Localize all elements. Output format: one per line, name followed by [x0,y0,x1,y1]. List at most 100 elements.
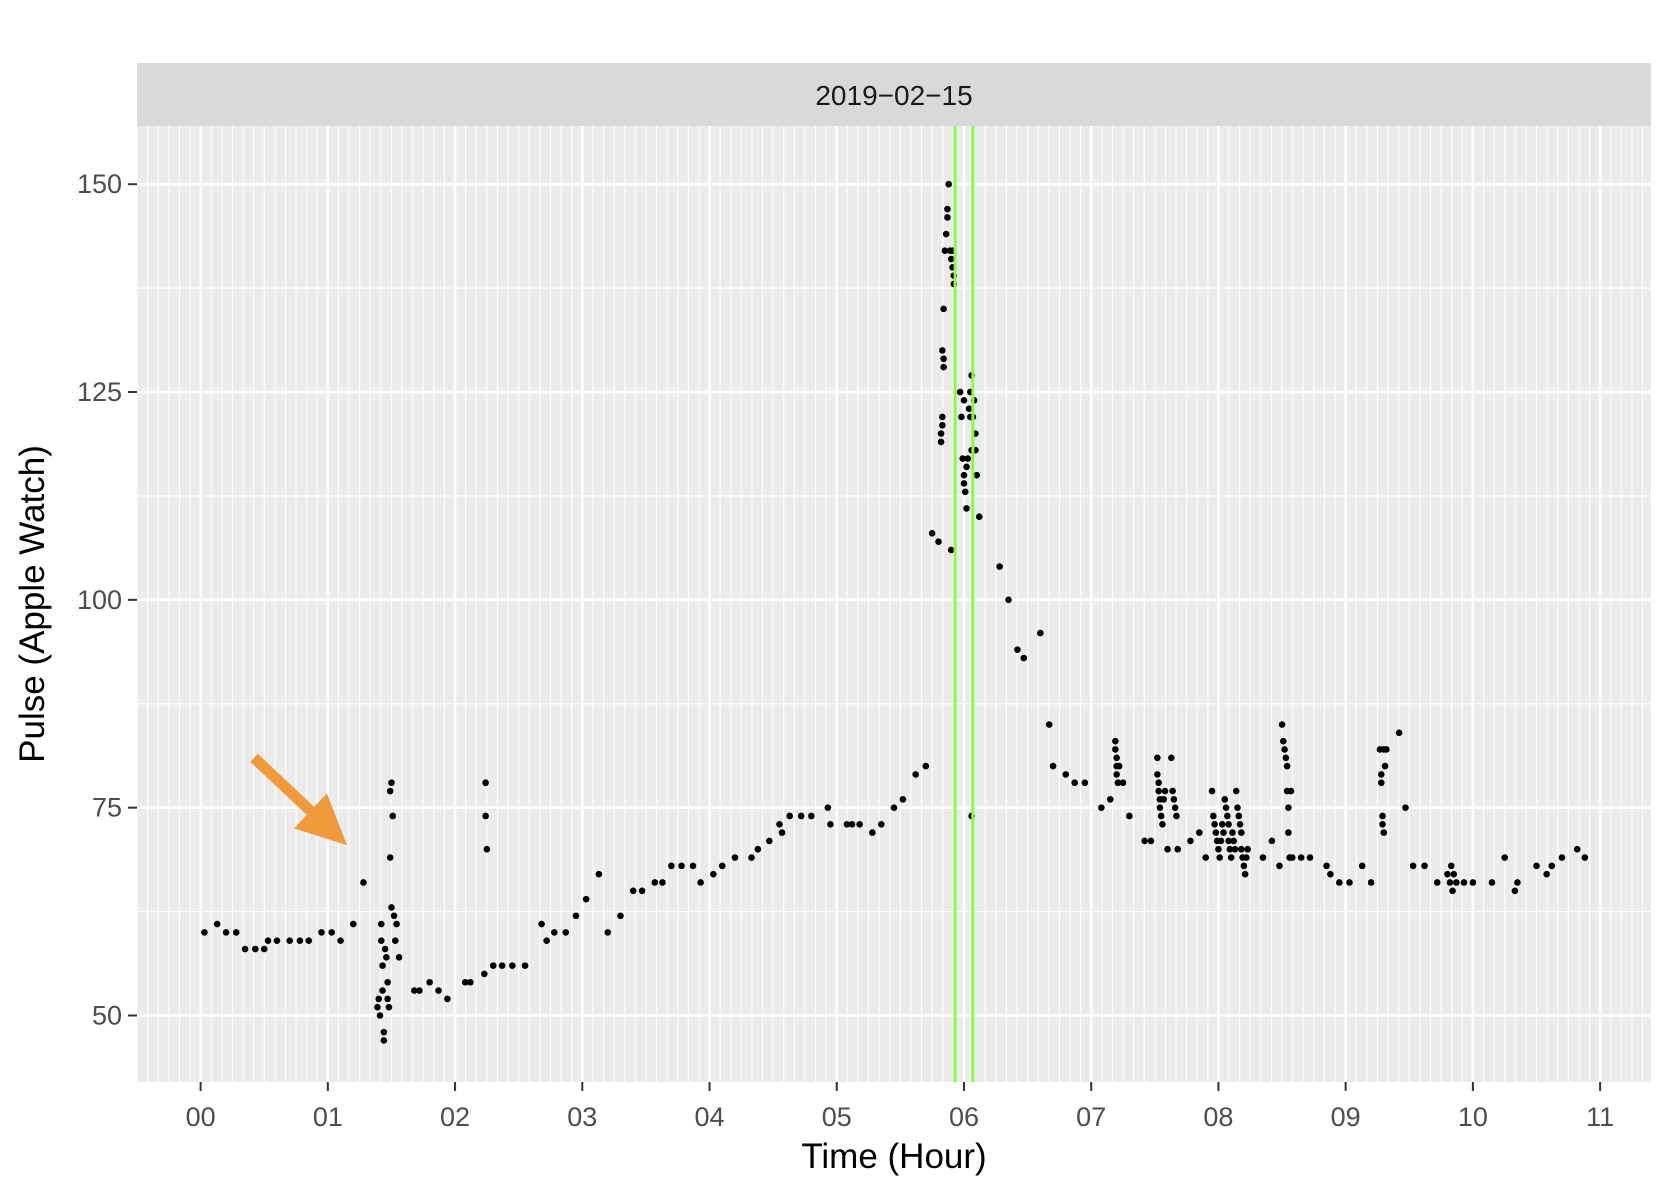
data-point [960,397,968,404]
data-point [766,837,773,845]
data-point [388,779,395,787]
data-point [318,929,325,936]
data-point [1259,854,1267,861]
data-point [786,812,793,820]
data-point [1469,879,1477,886]
data-point [1112,737,1119,745]
x-tick-label: 09 [1331,1102,1361,1132]
data-point [947,546,955,554]
data-point [1049,762,1057,770]
data-point [1282,754,1290,762]
x-tick-label: 07 [1076,1102,1106,1132]
data-point [1268,837,1276,845]
data-point [945,180,953,188]
data-point [1240,862,1248,870]
data-point [937,438,945,446]
data-point [1238,829,1245,836]
data-point [461,978,469,986]
x-axis: 00 01 02 03 04 05 06 07 08 09 10 11 [186,1082,1614,1132]
y-tick-label: 125 [77,377,122,407]
data-point [947,255,955,263]
data-point [1147,837,1155,845]
data-point [1447,862,1455,870]
data-point [1395,729,1403,737]
data-point [710,870,717,878]
data-point [498,962,506,969]
data-point [961,488,969,496]
data-point [389,812,397,820]
data-point [483,845,491,853]
y-axis: 50 75 100 125 150 [77,169,137,1030]
data-point [386,787,394,795]
data-point [595,870,603,878]
data-point [960,480,968,487]
y-axis-title: Pulse (Apple Watch) [13,445,52,763]
data-point [1288,854,1296,861]
data-point [944,214,951,221]
data-point [1383,746,1390,753]
data-point [1379,820,1386,828]
data-point [201,929,208,936]
data-point [395,954,403,961]
data-point [1241,870,1249,878]
data-point [241,945,249,953]
data-point [1113,754,1120,762]
data-point [377,920,385,928]
x-tick-label: 10 [1458,1102,1488,1132]
data-point [482,812,489,820]
data-point [391,937,399,944]
data-point [1306,854,1314,861]
data-point [689,862,697,870]
data-point [1244,845,1251,853]
data-point [416,987,423,994]
data-point [1168,754,1175,762]
data-point [1081,779,1089,787]
data-point [617,912,624,920]
data-point [1159,820,1166,828]
data-point [1020,654,1028,662]
data-point [975,513,983,521]
data-point [899,796,907,803]
data-point [1098,804,1105,811]
data-point [328,929,335,936]
data-point [1433,879,1441,886]
data-point [360,879,367,886]
arrow-head [294,793,347,846]
data-point [1283,762,1291,770]
data-point [1208,787,1216,795]
data-point [939,413,946,421]
data-point [808,812,815,820]
data-point [1115,762,1123,770]
data-point [1154,771,1161,778]
data-point [411,987,418,994]
annotation-arrow [250,753,347,846]
data-point [538,920,545,928]
data-point [718,862,726,870]
data-point [551,929,558,936]
facet-strip [137,63,1651,126]
data-point [1460,879,1468,886]
y-tick-label: 75 [92,793,122,823]
data-point [1157,812,1165,820]
arrow-shaft [250,753,315,815]
data-point [1225,837,1232,845]
data-point [1222,804,1230,811]
data-point [385,1003,393,1011]
data-point [1169,787,1176,795]
data-point [1235,812,1243,820]
data-point [776,820,783,828]
data-point [1174,845,1182,853]
x-tick-label: 01 [313,1102,343,1132]
data-point [922,762,930,770]
data-point [996,563,1003,570]
data-point [1327,870,1334,878]
data-point [1380,829,1388,836]
data-point [843,820,851,828]
data-point [1243,854,1250,861]
data-point [1511,887,1519,895]
data-point [1071,779,1078,787]
data-point [1514,879,1521,886]
data-point [1358,862,1366,870]
data-point [482,779,489,787]
